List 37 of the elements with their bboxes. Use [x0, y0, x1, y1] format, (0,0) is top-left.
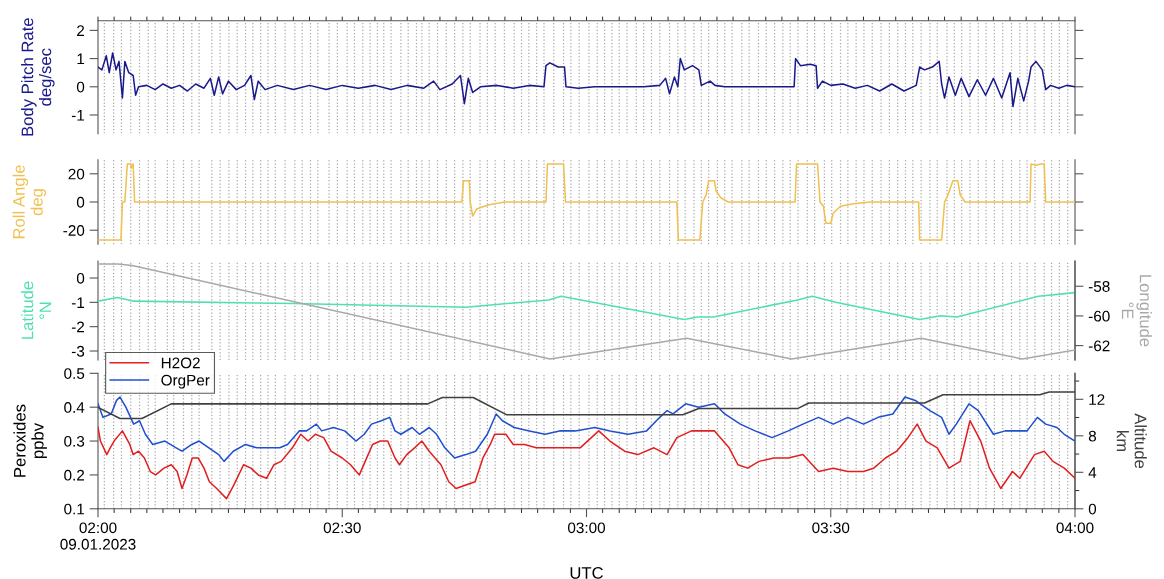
y-axis-title: Peroxides ppbv	[13, 404, 47, 477]
y-axis-title: Latitude °N	[21, 281, 52, 339]
y2-tick-label: 4	[1088, 467, 1097, 478]
y-tick-label: -1	[71, 110, 85, 121]
y-tick-label: 1	[77, 53, 85, 65]
x-tick-label: 04:00	[1056, 522, 1094, 534]
y-tick-label: 0.5	[64, 368, 85, 379]
y2-tick-label: -58	[1088, 281, 1110, 292]
y-tick-label: -20	[63, 225, 85, 236]
y2-tick-label: -62	[1088, 340, 1110, 352]
y2-tick-label: -60	[1088, 310, 1110, 322]
y-tick-label: 0.1	[64, 503, 85, 515]
y-tick-label: 0	[76, 272, 85, 284]
y2-tick-label: 0	[1088, 503, 1097, 515]
y-tick-label: -3	[71, 345, 85, 357]
y2-tick-label: 8	[1088, 430, 1097, 442]
y-tick-label: -1	[71, 297, 85, 308]
y-tick-label: 0	[76, 196, 85, 208]
legend-label: H2O2	[161, 357, 200, 369]
x-axis-title: UTC	[570, 567, 603, 579]
y-tick-label: 0.2	[64, 469, 85, 481]
y-tick-label: 0.4	[64, 402, 85, 413]
y-tick-label: 0.3	[64, 435, 85, 447]
y-tick-label: 2	[77, 25, 85, 36]
x-tick-label: 02:00 09.01.2023	[60, 522, 136, 550]
x-tick-label: 02:30	[323, 522, 361, 534]
y-tick-label: 0	[76, 81, 85, 93]
y2-tick-label: 12	[1089, 394, 1105, 405]
y-axis-title: Body Pitch Rate deg/sec	[21, 18, 55, 136]
y-axis-title: Roll Angle deg	[12, 165, 47, 239]
y2-axis-title: Altitude km	[1116, 413, 1147, 469]
y2-axis-title: Longitude °E	[1121, 275, 1152, 347]
x-tick-label: 03:30	[812, 522, 850, 534]
legend-label: OrgPer	[161, 374, 210, 389]
y-tick-label: 20	[68, 168, 85, 180]
y-tick-label: -2	[71, 321, 85, 333]
x-tick-label: 03:00	[567, 522, 606, 534]
